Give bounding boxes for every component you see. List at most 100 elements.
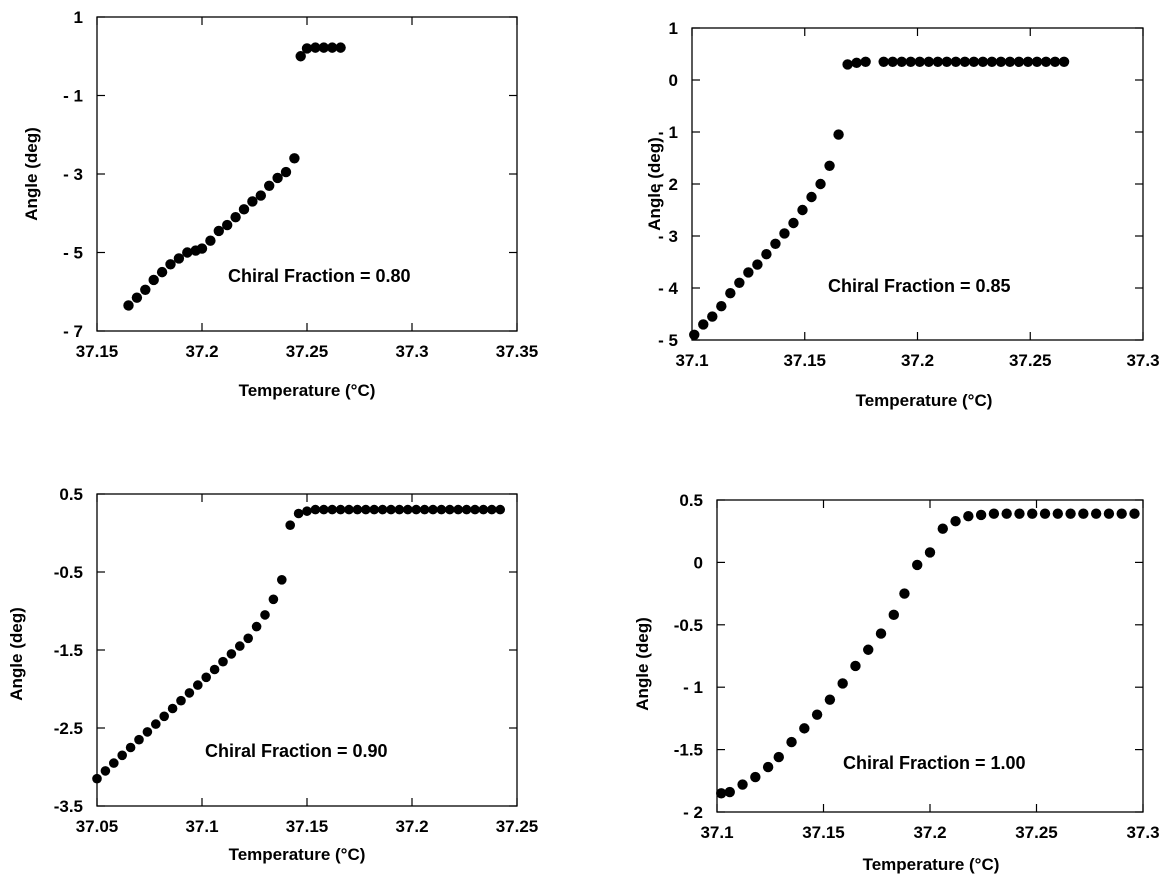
y-tick-label: -0.5	[54, 563, 83, 582]
data-point	[310, 504, 321, 515]
data-point	[238, 204, 250, 215]
data-point	[833, 129, 844, 140]
data-point	[285, 520, 296, 530]
y-tick-label: - 3	[63, 165, 83, 184]
data-point	[724, 786, 735, 798]
y-tick-label: 0	[694, 553, 703, 572]
data-point	[109, 758, 119, 768]
y-tick-label: -3.5	[54, 797, 83, 816]
data-point	[264, 180, 275, 191]
x-tick-label: 37.3	[395, 342, 428, 361]
data-point	[487, 504, 497, 515]
data-point	[213, 225, 224, 237]
data-point	[151, 719, 161, 729]
data-point	[837, 678, 848, 689]
y-tick-label: 1	[669, 19, 678, 38]
data-point	[899, 588, 910, 599]
x-tick-label: 37.2	[395, 817, 428, 836]
data-point	[310, 42, 321, 53]
data-point	[959, 56, 971, 67]
data-point	[193, 680, 203, 690]
x-tick-label: 37.35	[496, 342, 539, 361]
data-point	[875, 628, 887, 639]
data-point	[1027, 508, 1038, 519]
data-point	[1004, 56, 1016, 67]
data-series	[92, 504, 506, 784]
data-point	[788, 217, 799, 229]
data-point	[896, 56, 907, 67]
data-point	[851, 57, 862, 69]
chart-annotation: Chiral Fraction = 0.85	[828, 276, 1011, 296]
y-tick-label: - 4	[658, 279, 678, 298]
data-point	[394, 504, 405, 515]
y-tick-label: - 1	[658, 123, 678, 142]
y-tick-label: 0.5	[59, 485, 83, 504]
data-point	[318, 42, 329, 53]
data-point	[247, 196, 258, 207]
data-point	[1052, 508, 1064, 519]
data-point	[243, 633, 253, 644]
x-tick-label: 37.15	[783, 351, 826, 370]
data-point	[445, 504, 455, 515]
data-point	[761, 249, 772, 260]
data-point	[932, 56, 943, 67]
x-axis-title: Temperature (°C)	[229, 845, 366, 864]
y-axis-title: Angle (deg)	[22, 127, 41, 221]
data-point	[327, 42, 338, 53]
data-point	[125, 742, 136, 753]
data-point	[716, 301, 727, 312]
y-tick-label: - 5	[63, 244, 83, 263]
x-tick-label: 37.25	[286, 342, 329, 361]
x-tick-label: 37.25	[496, 817, 539, 836]
x-tick-label: 37.2	[913, 823, 946, 842]
data-point	[226, 649, 237, 659]
y-tick-label: - 1	[63, 87, 83, 106]
data-point	[302, 506, 312, 516]
x-tick-label: 37.1	[700, 823, 733, 842]
data-point	[1129, 508, 1140, 519]
data-point	[986, 56, 998, 67]
y-tick-label: -0.5	[674, 616, 703, 635]
data-point	[850, 660, 861, 672]
data-point	[319, 504, 329, 515]
data-point	[478, 504, 489, 515]
data-point	[327, 504, 338, 515]
data-point	[92, 773, 102, 784]
data-point	[289, 153, 300, 164]
data-point	[280, 166, 292, 178]
y-tick-label: 1	[74, 8, 83, 27]
data-point	[977, 56, 989, 67]
data-point	[743, 267, 754, 278]
x-tick-label: 37.2	[901, 351, 934, 370]
data-point	[184, 688, 195, 698]
x-tick-label: 37.05	[76, 817, 119, 836]
data-point	[924, 547, 936, 558]
data-point	[1031, 56, 1043, 67]
y-tick-label: -1.5	[54, 641, 83, 660]
x-axis-title: Temperature (°C)	[239, 381, 376, 400]
data-point	[995, 56, 1007, 67]
data-point	[1040, 56, 1052, 67]
data-point	[260, 610, 270, 620]
data-point	[863, 644, 874, 655]
data-point	[436, 504, 447, 515]
data-point	[295, 51, 306, 62]
data-point	[797, 204, 808, 216]
x-tick-label: 37.2	[185, 342, 218, 361]
data-point	[123, 300, 134, 311]
data-point	[1078, 508, 1089, 519]
data-point	[842, 59, 853, 70]
data-point	[811, 709, 823, 720]
data-point	[770, 238, 781, 249]
x-tick-label: 37.15	[802, 823, 845, 842]
data-point	[428, 504, 438, 515]
data-point	[134, 734, 144, 745]
data-point	[277, 575, 287, 585]
data-point	[403, 504, 413, 515]
x-tick-label: 37.3	[1126, 351, 1159, 370]
data-point	[386, 504, 396, 515]
data-point	[716, 788, 727, 799]
data-point	[335, 504, 346, 515]
data-point	[950, 516, 961, 527]
data-point	[1116, 508, 1127, 519]
